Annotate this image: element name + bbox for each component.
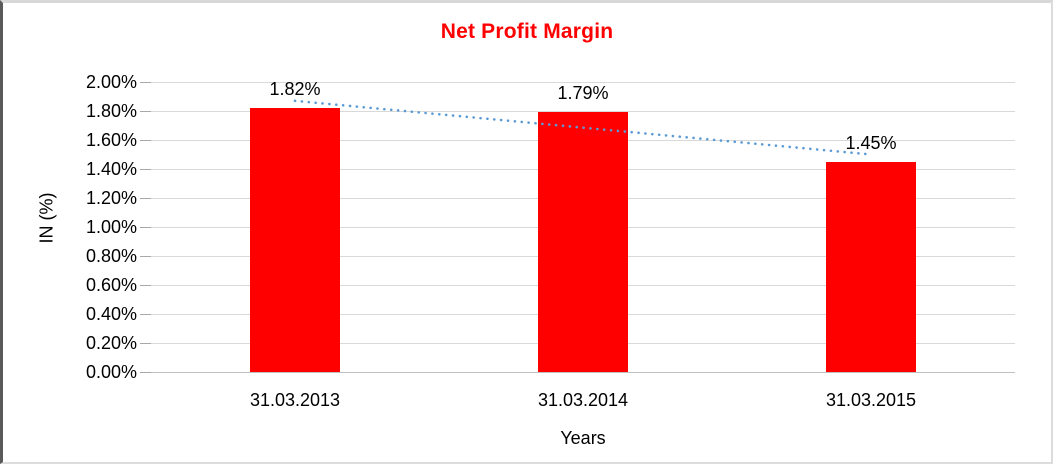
x-category-label: 31.03.2013 xyxy=(249,390,341,410)
y-tick-mark xyxy=(140,169,151,170)
y-tick-label: 1.20% xyxy=(85,188,137,208)
x-axis-title: Years xyxy=(560,428,606,448)
y-tick-label: 1.60% xyxy=(85,130,137,150)
y-tick-mark xyxy=(140,82,151,83)
y-tick-mark xyxy=(140,198,151,199)
gridline xyxy=(151,82,1015,83)
y-tick-mark xyxy=(140,343,151,344)
y-tick-mark xyxy=(140,111,151,112)
y-tick-label: 2.00% xyxy=(85,72,137,92)
bar-31.03.2014 xyxy=(538,112,628,372)
y-tick-mark xyxy=(140,285,151,286)
x-category-label: 31.03.2015 xyxy=(825,390,917,410)
y-tick-mark xyxy=(140,372,151,373)
bar-data-label: 1.45% xyxy=(845,132,897,153)
y-tick-label: 0.60% xyxy=(85,275,137,295)
y-tick-label: 0.20% xyxy=(85,333,137,353)
chart-title: Net Profit Margin xyxy=(440,20,614,43)
y-tick-mark xyxy=(140,256,151,257)
bar-data-label: 1.82% xyxy=(269,79,321,100)
y-tick-label: 0.80% xyxy=(85,246,137,266)
y-tick-label: 0.00% xyxy=(85,362,137,382)
x-axis-line xyxy=(151,372,1015,373)
y-tick-label: 1.00% xyxy=(85,217,137,237)
x-category-label: 31.03.2014 xyxy=(537,390,629,410)
y-tick-mark xyxy=(140,227,151,228)
y-tick-mark xyxy=(140,140,151,141)
y-tick-mark xyxy=(140,314,151,315)
bar-31.03.2013 xyxy=(250,108,340,372)
y-tick-label: 0.40% xyxy=(85,304,137,324)
bar-31.03.2015 xyxy=(826,161,916,372)
y-axis-title: IN (%) xyxy=(36,192,57,244)
y-tick-label: 1.80% xyxy=(85,101,137,121)
bar-data-label: 1.79% xyxy=(557,83,609,104)
y-tick-label: 1.40% xyxy=(85,159,137,179)
